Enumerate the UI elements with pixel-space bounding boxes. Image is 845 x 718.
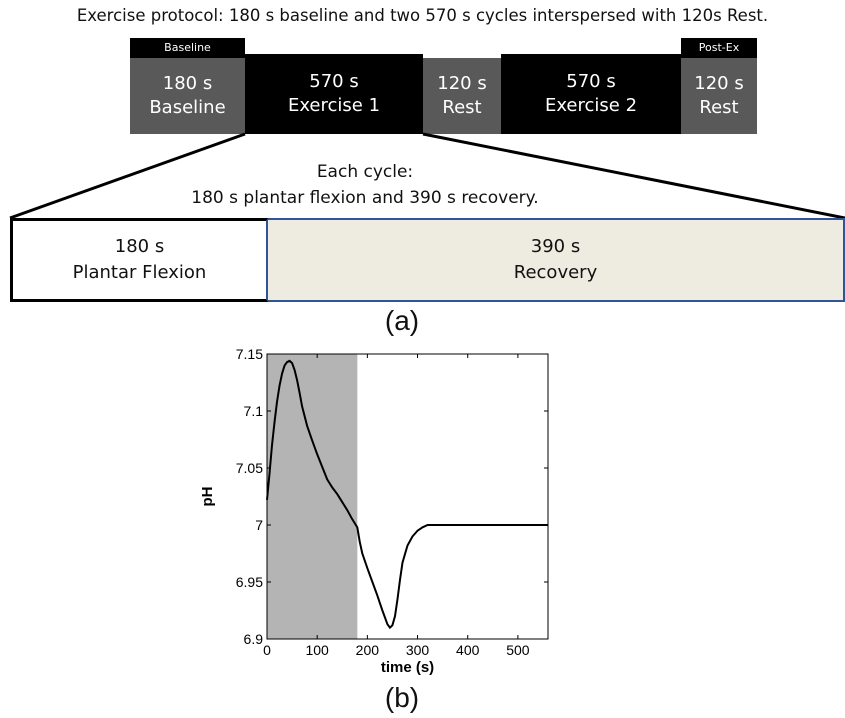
phase-rest-2: 120 s Rest: [681, 58, 757, 134]
y-tick-label: 7.05: [236, 460, 263, 476]
plantar-flexion-block: 180 s Plantar Flexion: [10, 218, 268, 302]
cycle-part-duration: 390 s: [530, 236, 581, 257]
panel-label-a: (a): [384, 305, 420, 336]
phase-duration: 180 s: [162, 73, 213, 94]
phase-duration: 570 s: [566, 71, 616, 92]
y-axis-label: pH: [199, 487, 216, 507]
y-tick-label: 6.9: [244, 631, 264, 647]
panel-label-b: (b): [384, 682, 420, 713]
y-tick-label: 6.95: [236, 574, 263, 590]
zoom-connector-lines: [9, 132, 845, 220]
cycle-caption-1: Each cycle:: [316, 162, 414, 182]
x-tick-label: 500: [506, 642, 530, 658]
phase-name: Rest: [442, 97, 482, 118]
cycle-caption-2: 180 s plantar flexion and 390 s recovery…: [191, 188, 539, 208]
x-tick-label: 100: [305, 642, 329, 658]
phase-name: Exercise 2: [544, 95, 638, 116]
phase-name: Rest: [699, 97, 739, 118]
plot-frame: [266, 353, 549, 640]
phase-rest-1: 120 s Rest: [423, 58, 501, 134]
series-line-1: [266, 359, 548, 630]
phase-name: Baseline: [149, 97, 226, 118]
recovery-block: 390 s Recovery: [268, 218, 845, 302]
baseline-tag: Baseline: [130, 38, 245, 58]
protocol-title: Exercise protocol: 180 s baseline and tw…: [76, 6, 769, 25]
phase-duration: 120 s: [694, 73, 744, 94]
zoom-line-right: [422, 132, 845, 220]
x-tick-label: 400: [456, 642, 480, 658]
phase-baseline: 180 s Baseline: [130, 58, 245, 134]
x-tick-label: 300: [406, 642, 430, 658]
y-tick-label: 7.1: [244, 403, 264, 419]
x-tick-label: 200: [356, 642, 380, 658]
cycle-part-name: Plantar Flexion: [72, 262, 207, 283]
phase-duration: 120 s: [437, 73, 487, 94]
phase-duration: 570 s: [309, 71, 359, 92]
post-ex-tag: Post-Ex: [681, 38, 757, 58]
x-axis-label: time (s): [381, 659, 434, 676]
ph-chart: 0 100 200 300 400 500 6.9 6.95 7 7.05 7.1 7.15 time…: [199, 346, 549, 676]
x-tick-label: 0: [263, 642, 271, 658]
phase-name: Exercise 1: [287, 95, 381, 116]
phase-exercise-2: 570 s Exercise 2: [501, 54, 681, 134]
shaded-exercise-region: [267, 354, 358, 639]
phase-exercise-1: 570 s Exercise 1: [245, 54, 423, 134]
cycle-part-duration: 180 s: [114, 236, 165, 257]
cycle-part-name: Recovery: [513, 262, 598, 283]
y-tick-label: 7.15: [236, 346, 263, 362]
y-tick-label: 7: [255, 517, 263, 533]
zoom-line-left: [9, 132, 246, 220]
